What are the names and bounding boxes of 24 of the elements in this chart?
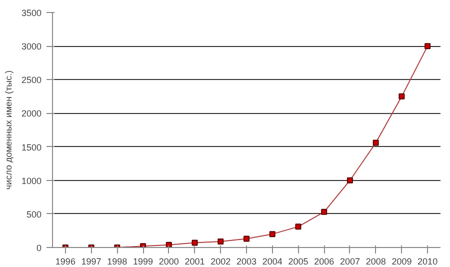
y-tick-label: 500 bbox=[26, 209, 42, 220]
x-tick-label: 2000 bbox=[158, 256, 179, 266]
y-tick-label: 1500 bbox=[21, 142, 42, 152]
y-axis-title: число доменных имен (тыс.) bbox=[3, 70, 14, 190]
x-tick-label: 2006 bbox=[314, 256, 334, 266]
y-tick-label: 3500 bbox=[21, 8, 42, 18]
x-tick-label: 1999 bbox=[133, 256, 154, 266]
x-tick-label: 1998 bbox=[107, 256, 128, 266]
x-tick-label: 2007 bbox=[340, 256, 360, 266]
x-tick-label: 2003 bbox=[236, 256, 257, 266]
x-tick-label: 2008 bbox=[366, 256, 386, 266]
x-tick-label: 2001 bbox=[184, 256, 205, 266]
x-tick-label: 2002 bbox=[210, 256, 231, 266]
y-tick-label: 2500 bbox=[21, 75, 42, 86]
x-tick-label: 2004 bbox=[262, 256, 282, 266]
x-tick-label: 1997 bbox=[81, 256, 102, 266]
y-tick-label: 1000 bbox=[21, 176, 42, 186]
y-tick-label: 3000 bbox=[21, 42, 42, 52]
x-tick-label: 2009 bbox=[392, 256, 412, 266]
x-tick-label: 1996 bbox=[55, 256, 76, 266]
y-tick-label: 2000 bbox=[21, 108, 42, 119]
x-tick-label: 2010 bbox=[418, 256, 438, 266]
x-tick-label: 2005 bbox=[288, 256, 308, 266]
y-tick-label: 0 bbox=[36, 243, 42, 253]
